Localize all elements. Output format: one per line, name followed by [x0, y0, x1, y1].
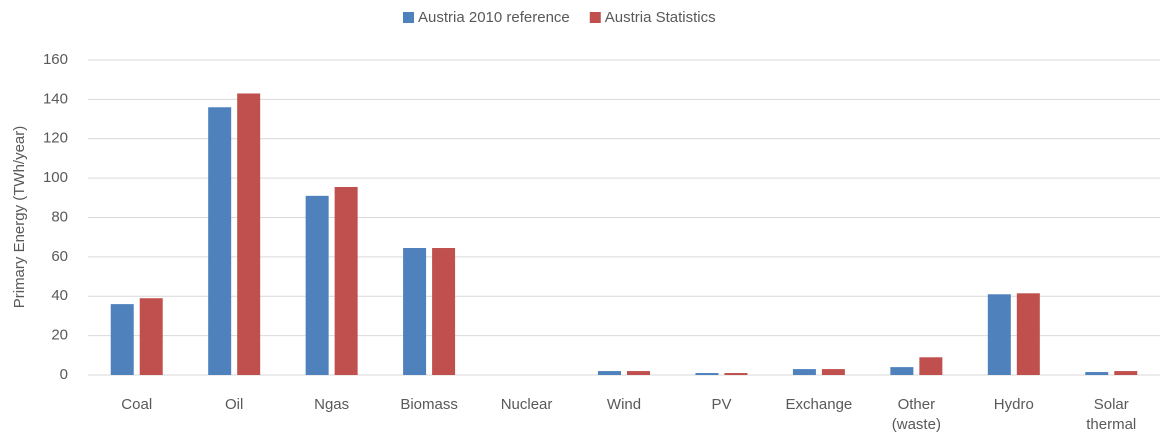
legend-label: Austria 2010 reference — [418, 9, 570, 26]
bar — [792, 369, 816, 375]
legend-swatch — [403, 12, 414, 23]
y-tick-label: 0 — [60, 366, 68, 383]
y-tick-label: 40 — [51, 287, 68, 304]
bar — [305, 195, 329, 375]
bar — [432, 248, 456, 375]
x-tick-label: Ngas — [314, 396, 349, 413]
x-tick-label: Biomass — [400, 396, 458, 413]
legend-swatch — [589, 12, 601, 23]
bar — [208, 107, 232, 375]
y-tick-label: 60 — [51, 248, 68, 265]
x-tick-label: Nuclear — [501, 396, 553, 413]
bar — [598, 371, 621, 375]
y-axis-label: Primary Energy (TWh/year) — [11, 126, 28, 309]
y-tick-label: 140 — [43, 90, 68, 107]
x-tick-label: Hydro — [994, 396, 1034, 413]
x-tick-label: Oil — [225, 396, 243, 413]
x-tick-label: Coal — [121, 396, 152, 413]
x-tick-label: Exchange — [786, 396, 853, 413]
x-tick-label: Other (waste) — [892, 396, 941, 433]
bar — [919, 357, 943, 375]
bar — [890, 367, 914, 375]
bar — [1016, 293, 1040, 375]
bar — [695, 373, 719, 375]
bar — [1114, 371, 1138, 375]
bar — [1085, 372, 1109, 375]
bar — [403, 248, 427, 375]
y-tick-label: 80 — [51, 208, 68, 225]
y-tick-label: 160 — [43, 51, 68, 68]
bar — [724, 373, 748, 375]
legend-label: Austria Statistics — [605, 9, 716, 26]
x-tick-label: PV — [711, 396, 731, 413]
bar — [237, 93, 261, 375]
bar — [987, 294, 1011, 375]
bar — [139, 298, 163, 375]
x-tick-label: Wind — [607, 396, 641, 413]
y-tick-label: 20 — [51, 327, 68, 344]
bar — [821, 369, 845, 375]
bar — [334, 186, 358, 375]
bar — [627, 371, 650, 375]
y-tick-label: 100 — [43, 169, 68, 186]
y-tick-label: 120 — [43, 130, 68, 147]
bar — [110, 304, 134, 375]
x-tick-label: Solar thermal — [1086, 396, 1136, 433]
